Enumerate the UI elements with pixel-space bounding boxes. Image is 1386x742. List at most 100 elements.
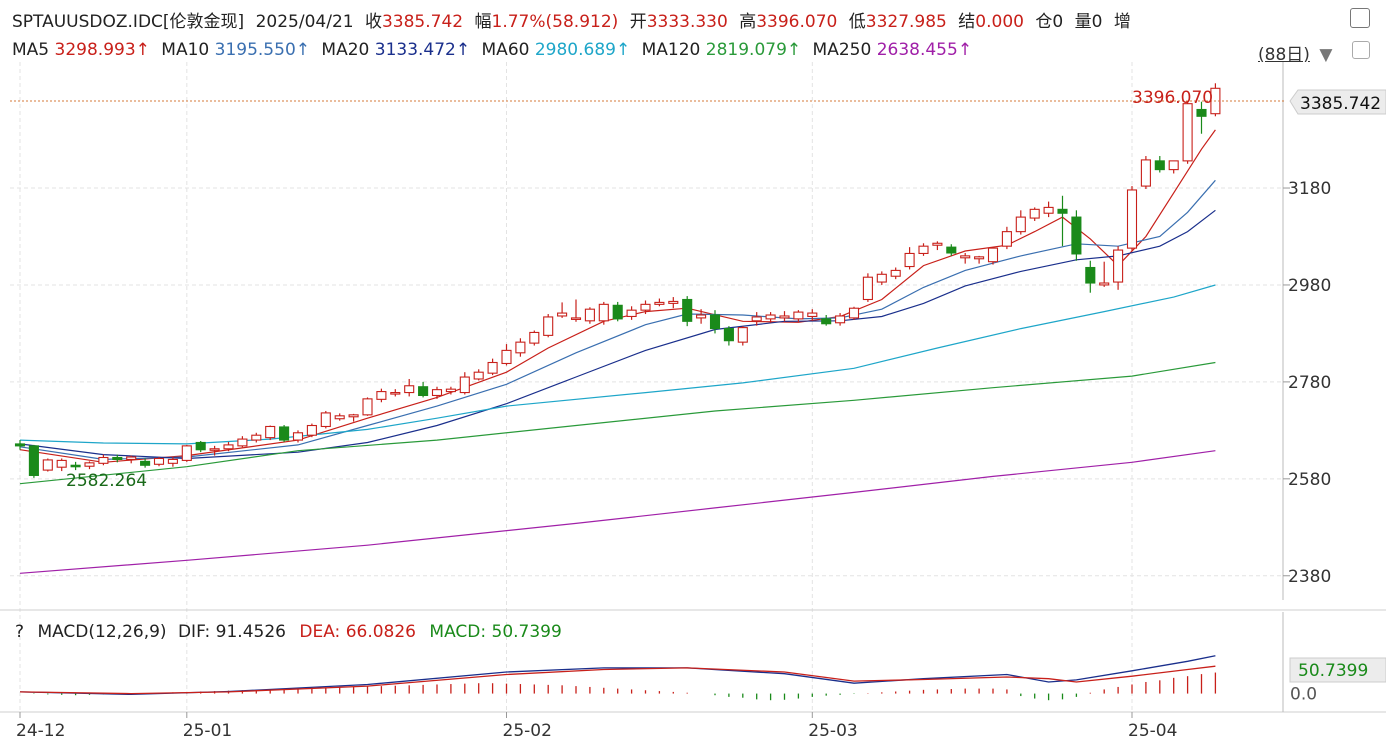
low-label: 低 bbox=[848, 12, 866, 32]
candle-down bbox=[279, 426, 290, 441]
period-selector[interactable]: (88日) ▼ bbox=[1258, 40, 1332, 65]
candle-up bbox=[167, 458, 178, 464]
candle-down bbox=[1071, 216, 1082, 255]
candle-up bbox=[890, 269, 901, 277]
y-tick-label: 2380 bbox=[1288, 567, 1331, 587]
candle-up bbox=[1001, 231, 1012, 247]
candle-up bbox=[1126, 189, 1138, 249]
candle-down bbox=[418, 386, 429, 397]
candle-down bbox=[112, 456, 123, 460]
dif-label: DIF: bbox=[177, 622, 211, 642]
candle-down bbox=[1057, 208, 1068, 214]
dea-label: DEA: bbox=[299, 622, 341, 642]
candle-up bbox=[696, 314, 707, 319]
candle-up bbox=[237, 438, 248, 447]
macd-tag: 50.7399 bbox=[1298, 661, 1368, 681]
x-tick-label: 25-01 bbox=[183, 721, 232, 741]
dea-value: 66.0826 bbox=[345, 622, 416, 642]
candle-up bbox=[153, 457, 165, 465]
x-tick-label: 25-03 bbox=[808, 721, 857, 741]
candle-up bbox=[557, 312, 568, 317]
symbol-name[interactable]: SPTAUUSDOZ.IDC[伦敦金现] bbox=[12, 12, 245, 32]
candle-down bbox=[1196, 108, 1207, 117]
dif-line bbox=[19, 655, 1216, 696]
ma5-line bbox=[19, 129, 1216, 463]
candle-up bbox=[292, 432, 304, 441]
candle-up bbox=[932, 242, 943, 246]
candle-up bbox=[459, 376, 470, 394]
candle-up bbox=[570, 317, 582, 320]
high-value: 3396.070 bbox=[756, 12, 838, 32]
y-tick-label: 2780 bbox=[1288, 373, 1331, 393]
ma20-value: 3133.472↑ bbox=[374, 40, 471, 60]
candle-up bbox=[751, 316, 762, 322]
oi-value: 0 bbox=[1052, 12, 1064, 32]
vol-label: 量 bbox=[1074, 12, 1092, 32]
ma5-value: 3298.993↑ bbox=[54, 40, 150, 60]
candle-up bbox=[529, 331, 540, 344]
settle-value: 0.000 bbox=[975, 12, 1024, 32]
candle-down bbox=[821, 318, 832, 325]
ma60-name: MA60 bbox=[481, 40, 530, 60]
ma120-name: MA120 bbox=[641, 40, 701, 60]
candle-down bbox=[709, 314, 721, 330]
candle-up bbox=[487, 361, 498, 374]
chevron-down-icon[interactable]: ▼ bbox=[1319, 45, 1333, 65]
candle-up bbox=[918, 245, 929, 255]
candle-up bbox=[98, 456, 109, 464]
ma120-value: 2819.079↑ bbox=[705, 40, 802, 60]
candle-up bbox=[1168, 160, 1179, 171]
candle-up bbox=[390, 392, 401, 395]
candle-up bbox=[1099, 282, 1110, 286]
grid-lines bbox=[0, 62, 1386, 713]
candle-down bbox=[1085, 266, 1096, 284]
low-marker-label: 2582.264 bbox=[66, 471, 147, 491]
candle-up bbox=[1182, 103, 1193, 162]
settings-icon[interactable] bbox=[1352, 41, 1370, 59]
candle-up bbox=[626, 309, 637, 318]
price-tag-box bbox=[1289, 89, 1386, 115]
quote-header: SPTAUUSDOZ.IDC[伦敦金现] 2025/04/21 收3385.74… bbox=[12, 7, 1131, 32]
date-axis: 24-12 25-01 25-02 25-03 25-04 bbox=[16, 712, 1177, 741]
vol-value: 0 bbox=[1091, 12, 1103, 32]
candle-down bbox=[14, 443, 26, 447]
moving-averages bbox=[19, 129, 1216, 574]
x-tick-label: 25-02 bbox=[503, 721, 552, 741]
macd-label: MACD: bbox=[429, 622, 487, 642]
candle-up bbox=[251, 434, 262, 441]
open-label: 开 bbox=[629, 12, 647, 32]
macd-title: MACD(12,26,9) bbox=[37, 622, 167, 642]
candle-up bbox=[1043, 206, 1054, 214]
x-tick-label: 25-04 bbox=[1128, 721, 1177, 741]
candle-up bbox=[960, 255, 971, 259]
candle-up bbox=[848, 307, 860, 319]
ma10-value: 3195.550↑ bbox=[214, 40, 310, 60]
inc-label: 增 bbox=[1113, 12, 1131, 32]
ma250-name: MA250 bbox=[812, 40, 872, 60]
dif-value: 91.4526 bbox=[215, 622, 286, 642]
close-icon[interactable] bbox=[1350, 8, 1370, 28]
candle-up bbox=[181, 445, 192, 461]
change-value: 1.77%(58.912) bbox=[491, 12, 619, 32]
macd-legend: ? MACD(12,26,9) DIF: 91.4526 DEA: 66.082… bbox=[15, 622, 562, 642]
ma-legend: MA5 3298.993↑ MA10 3195.550↑ MA20 3133.4… bbox=[12, 40, 978, 60]
open-value: 3333.330 bbox=[646, 12, 728, 32]
candle-up bbox=[1140, 159, 1151, 187]
candle-up bbox=[779, 315, 790, 319]
candle-up bbox=[376, 391, 387, 400]
candle-up bbox=[1113, 249, 1124, 283]
candle-up bbox=[404, 385, 415, 394]
candle-up bbox=[765, 314, 776, 320]
price-axis: 2380 2580 2780 2980 3180 bbox=[1282, 62, 1331, 600]
candle-up bbox=[445, 388, 456, 393]
close-value: 3385.742 bbox=[381, 12, 464, 32]
price-markers: 3396.070 2582.264 3385.742 bbox=[10, 88, 1386, 491]
candle-up bbox=[904, 252, 915, 268]
candle-up bbox=[640, 303, 651, 311]
help-icon[interactable]: ? bbox=[15, 622, 25, 642]
candle-down bbox=[682, 298, 693, 322]
settle-label: 结 bbox=[958, 12, 976, 32]
low-value: 3327.985 bbox=[865, 12, 947, 32]
quote-date: 2025/04/21 bbox=[255, 12, 354, 32]
